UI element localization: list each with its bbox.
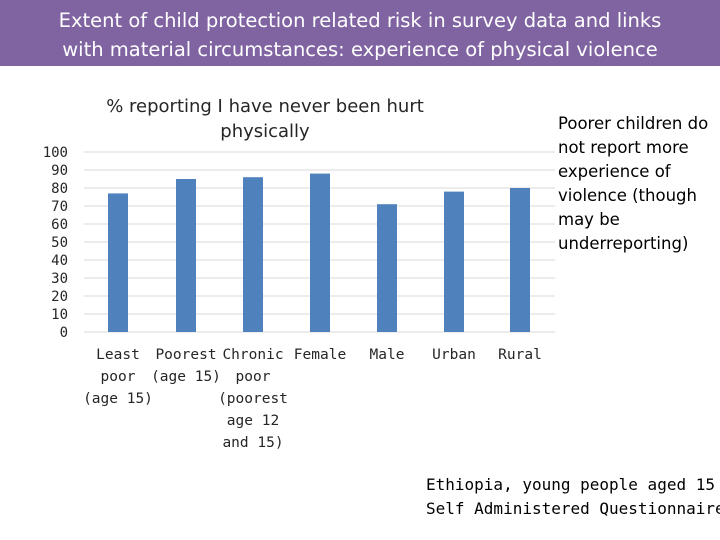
y-tick-label: 20 — [51, 289, 68, 305]
bar — [243, 177, 263, 332]
title-banner: Extent of child protection related risk … — [0, 0, 720, 66]
bar — [444, 191, 464, 332]
x-tick-label: Urban — [432, 347, 476, 363]
y-tick-label: 90 — [51, 163, 68, 179]
y-tick-label: 100 — [43, 145, 68, 161]
bar — [377, 204, 397, 332]
y-tick-label: 60 — [51, 217, 68, 233]
y-tick-label: 80 — [51, 181, 68, 197]
x-tick-label: (poorest — [218, 391, 288, 407]
bar — [310, 173, 330, 332]
slide-title: Extent of child protection related risk … — [58, 9, 662, 61]
x-tick-label: poor — [236, 369, 271, 385]
x-tick-label: age 12 — [227, 413, 279, 429]
source-line-2: Self Administered Questionnaire — [426, 499, 720, 518]
x-tick-label: Female — [294, 347, 346, 363]
x-tick-label: Least — [96, 347, 140, 363]
x-tick-label: Chronic — [222, 347, 283, 363]
bar — [510, 188, 530, 332]
y-tick-label: 70 — [51, 199, 68, 215]
chart-title: % reporting I have never been hurt physi… — [106, 96, 424, 142]
y-tick-label: 40 — [51, 253, 68, 269]
annotation-note: Poorer children do not report more exper… — [558, 114, 709, 253]
y-tick-label: 50 — [51, 235, 68, 251]
x-tick-label: Male — [370, 347, 405, 363]
x-tick-label: and 15) — [222, 435, 283, 451]
x-tick-label: (age 15) — [151, 369, 221, 385]
bar — [176, 179, 196, 332]
y-tick-label: 10 — [51, 307, 68, 323]
x-tick-label: Rural — [498, 347, 542, 363]
x-tick-label: poor — [101, 369, 136, 385]
x-tick-label: (age 15) — [83, 391, 153, 407]
source-note: Ethiopia, young people aged 15 Self Admi… — [426, 473, 720, 521]
source-line-1: Ethiopia, young people aged 15 — [426, 475, 715, 494]
x-tick-label: Poorest — [155, 347, 216, 363]
bar — [108, 193, 128, 332]
y-tick-label: 0 — [60, 325, 68, 341]
y-tick-label: 30 — [51, 271, 68, 287]
